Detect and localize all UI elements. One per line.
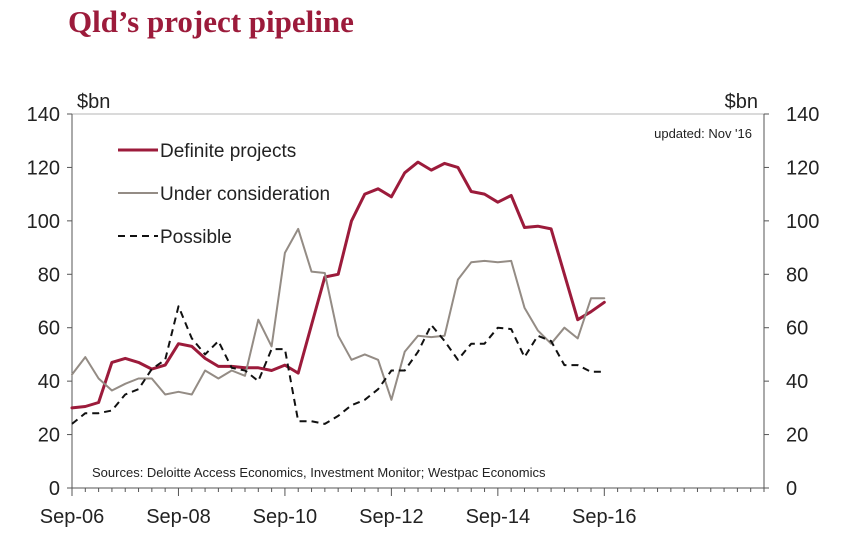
series-line-1 <box>70 160 606 410</box>
y-tick-label-right: 120 <box>786 157 819 179</box>
left-unit-label: $bn <box>77 91 110 113</box>
x-tick-label: Sep-10 <box>253 506 318 528</box>
plot-lines <box>70 160 606 425</box>
x-tick-label: Sep-16 <box>572 506 637 528</box>
legend-label-2: Under consideration <box>160 184 330 205</box>
y-tick-label-left: 60 <box>38 318 60 340</box>
y-tick-label-left: 100 <box>27 211 60 233</box>
y-tick-label-left: 80 <box>38 264 60 286</box>
x-tick-label: Sep-06 <box>40 506 105 528</box>
legend-label-3: Possible <box>160 227 232 248</box>
series-line-2 <box>71 227 606 401</box>
legend-label-1: Definite projects <box>160 141 296 162</box>
y-tick-label-left: 120 <box>27 157 60 179</box>
x-tick-label: Sep-08 <box>146 506 211 528</box>
source-note: Sources: Deloitte Access Economics, Inve… <box>92 465 546 480</box>
y-tick-label-left: 20 <box>38 425 60 447</box>
right-unit-label: $bn <box>725 91 758 113</box>
y-tick-label-right: 80 <box>786 264 808 286</box>
y-tick-label-left: 40 <box>38 371 60 393</box>
x-tick-label: Sep-12 <box>359 506 424 528</box>
series-line-3 <box>71 305 605 425</box>
legend: Definite projects Under consideration Poss… <box>118 141 330 248</box>
y-tick-label-right: 140 <box>786 104 819 126</box>
y-tick-label-right: 20 <box>786 425 808 447</box>
plot-frame <box>67 113 769 496</box>
y-tick-label-right: 40 <box>786 371 808 393</box>
updated-annotation: updated: Nov '16 <box>654 126 752 141</box>
y-tick-label-right: 100 <box>786 211 819 233</box>
x-tick-label: Sep-14 <box>466 506 531 528</box>
y-tick-label-left: 0 <box>49 478 60 500</box>
y-tick-label-right: 60 <box>786 318 808 340</box>
chart-title: Qld’s project pipeline <box>68 4 354 39</box>
y-tick-label-left: 140 <box>27 104 60 126</box>
plot-border <box>71 113 765 489</box>
y-tick-label-right: 0 <box>786 478 797 500</box>
axis-labels: 0 0 20 20 40 40 60 60 80 80 100 100 120 120 140 140 Sep-… <box>27 104 820 528</box>
